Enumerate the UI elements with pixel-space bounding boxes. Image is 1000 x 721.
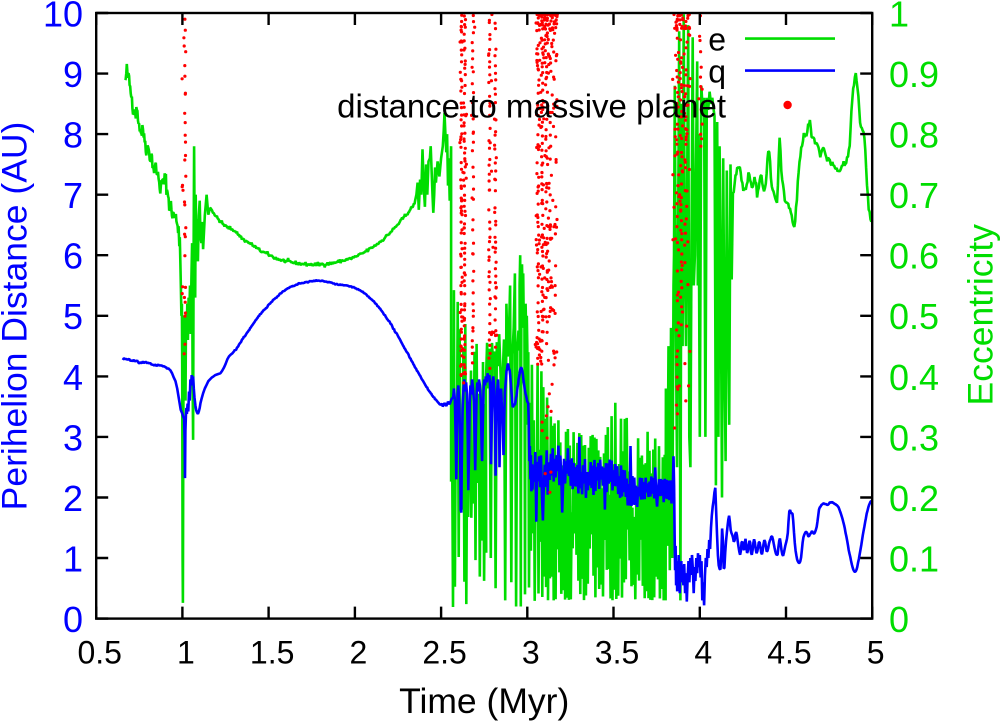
svg-text:3.5: 3.5 (595, 635, 639, 671)
svg-text:2: 2 (63, 478, 83, 519)
svg-text:0.8: 0.8 (889, 115, 939, 156)
svg-text:5: 5 (63, 296, 83, 337)
svg-text:8: 8 (63, 115, 83, 156)
svg-text:4: 4 (694, 635, 712, 671)
svg-text:0.1: 0.1 (889, 538, 939, 579)
svg-text:0.5: 0.5 (77, 635, 121, 671)
svg-text:0: 0 (889, 599, 909, 640)
svg-text:6: 6 (63, 236, 83, 277)
svg-text:1.5: 1.5 (250, 635, 294, 671)
svg-text:3: 3 (63, 417, 83, 458)
svg-text:Eccentricity: Eccentricity (961, 224, 1000, 406)
svg-text:0.3: 0.3 (889, 417, 939, 458)
svg-text:distance to massive planet: distance to massive planet (337, 88, 726, 125)
svg-text:5: 5 (867, 635, 885, 671)
svg-text:Time (Myr): Time (Myr) (399, 681, 569, 721)
svg-text:0: 0 (63, 599, 83, 640)
svg-text:0.9: 0.9 (889, 54, 939, 95)
svg-text:7: 7 (63, 175, 83, 216)
svg-text:2: 2 (349, 635, 367, 671)
svg-text:0.5: 0.5 (889, 296, 939, 337)
svg-text:0.4: 0.4 (889, 357, 939, 398)
svg-text:4: 4 (63, 357, 83, 398)
svg-text:3: 3 (522, 635, 540, 671)
svg-text:10: 10 (43, 0, 83, 34)
svg-text:2.5: 2.5 (422, 635, 466, 671)
svg-text:1: 1 (63, 538, 83, 579)
svg-text:4.5: 4.5 (767, 635, 811, 671)
svg-text:q: q (708, 53, 726, 89)
svg-text:1: 1 (889, 0, 909, 34)
svg-text:0.2: 0.2 (889, 478, 939, 519)
svg-text:Perihelion Distance (AU): Perihelion Distance (AU) (0, 122, 34, 511)
svg-text:0.7: 0.7 (889, 175, 939, 216)
svg-text:9: 9 (63, 54, 83, 95)
svg-text:0.6: 0.6 (889, 236, 939, 277)
svg-text:e: e (708, 21, 726, 57)
svg-text:1: 1 (177, 635, 195, 671)
